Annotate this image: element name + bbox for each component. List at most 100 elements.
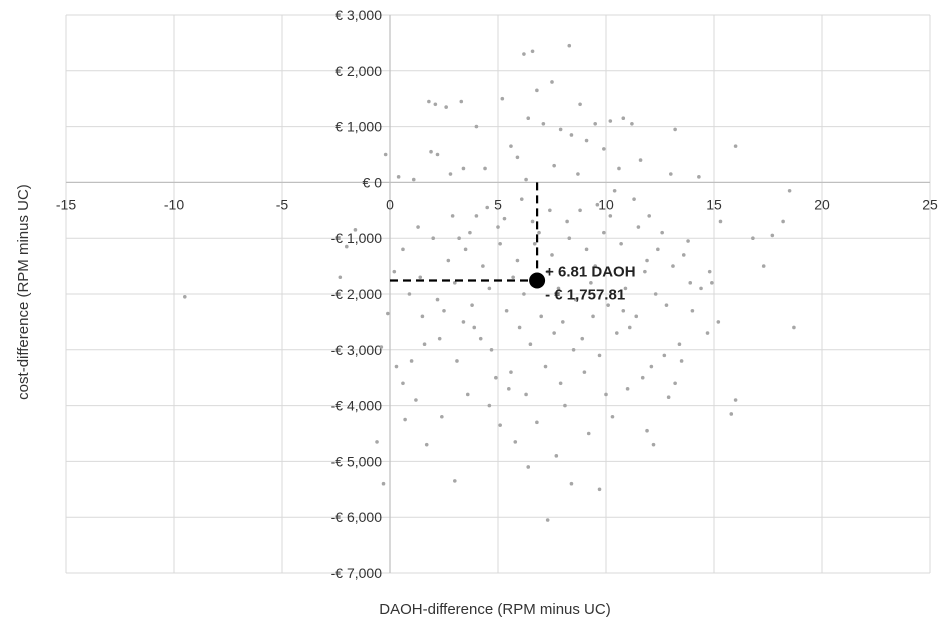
scatter-point <box>690 308 695 313</box>
y-tick-label: € 1,000 <box>335 119 382 135</box>
scatter-point <box>545 518 550 522</box>
scatter-point <box>420 314 425 319</box>
scatter-point <box>345 244 349 249</box>
scatter-point <box>660 230 664 235</box>
scatter-point <box>632 197 636 201</box>
scatter-point <box>386 311 390 316</box>
scatter-point <box>541 122 546 126</box>
scatter-point <box>718 219 723 224</box>
scatter-point <box>634 314 639 319</box>
scatter-point <box>183 294 187 299</box>
y-tick-label: -€ 7,000 <box>331 565 383 581</box>
scatter-point <box>498 423 502 427</box>
scatter-point <box>535 420 539 425</box>
scatter-point <box>589 281 593 285</box>
scatter-point <box>677 342 682 347</box>
y-tick-label: € 3,000 <box>335 7 382 23</box>
scatter-point <box>416 225 420 229</box>
scatter-point <box>414 398 418 402</box>
scatter-point <box>597 487 602 492</box>
y-tick-label: -€ 6,000 <box>331 509 383 525</box>
scatter-point <box>569 133 574 137</box>
scatter-point <box>662 353 667 358</box>
scatter-point <box>625 387 630 391</box>
scatter-point <box>561 320 565 324</box>
scatter-point <box>509 370 513 374</box>
scatter-point <box>729 412 734 416</box>
scatter-point <box>509 144 513 148</box>
scatter-point <box>429 149 433 154</box>
scatter-point <box>656 247 660 252</box>
scatter-point <box>470 303 474 307</box>
scatter-point <box>530 49 535 54</box>
scatter-point <box>457 236 461 240</box>
scatter-point <box>446 258 451 263</box>
scatter-point <box>586 431 591 436</box>
scatter-point <box>621 308 626 313</box>
y-tick-label: -€ 2,000 <box>331 286 383 302</box>
scatter-point <box>517 325 522 330</box>
scatter-point <box>450 214 455 218</box>
scatter-point <box>394 364 399 369</box>
scatter-point <box>649 364 654 369</box>
scatter-point <box>522 52 526 56</box>
y-tick-label: € 0 <box>363 174 383 190</box>
scatter-point <box>565 219 569 224</box>
scatter-point <box>392 269 397 274</box>
scatter-point <box>383 152 388 157</box>
scatter-point <box>487 403 492 408</box>
scatter-point <box>686 239 690 243</box>
scatter-point <box>463 247 468 252</box>
scatter-point <box>664 303 669 307</box>
scatter-point <box>401 247 405 252</box>
scatter-point <box>608 119 613 123</box>
scatter-point <box>623 286 628 291</box>
x-tick-label: -15 <box>56 196 76 212</box>
scatter-point <box>532 241 537 246</box>
y-tick-label: € 2,000 <box>335 63 382 79</box>
scatter-point <box>403 417 407 422</box>
scatter-point <box>453 281 457 285</box>
scatter-point <box>697 175 701 179</box>
scatter-point <box>643 269 647 274</box>
x-tick-label: 20 <box>814 196 830 212</box>
scatter-point <box>550 253 554 257</box>
scatter-point <box>440 414 444 419</box>
scatter-point <box>338 275 343 280</box>
scatter-point <box>733 144 738 148</box>
scatter-point <box>485 205 490 210</box>
scatter-point <box>669 172 673 176</box>
scatter-point <box>448 172 453 176</box>
scatter-point <box>792 325 796 330</box>
scatter-point <box>433 102 438 107</box>
scatter-point <box>569 481 574 486</box>
scatter-point <box>606 303 610 307</box>
scatter-point <box>418 275 423 280</box>
scatter-point <box>733 398 738 402</box>
scatter-point <box>710 281 714 285</box>
scatter-point <box>537 230 541 235</box>
scatter-point <box>593 122 597 126</box>
x-tick-label: 10 <box>598 196 614 212</box>
scatter-point <box>567 236 572 240</box>
scatter-point <box>595 202 600 207</box>
scatter-point <box>550 80 554 84</box>
scatter-point <box>770 233 775 238</box>
scatter-point <box>524 392 528 397</box>
scatter-point <box>483 166 487 171</box>
scatter-point <box>567 43 572 48</box>
scatter-point <box>630 122 634 126</box>
scatter-point <box>610 414 615 419</box>
scatter-point <box>401 381 405 386</box>
scatter-point <box>535 88 539 93</box>
scatter-point <box>353 228 358 232</box>
x-axis-title: DAOH-difference (RPM minus UC) <box>379 601 610 618</box>
scatter-point <box>515 258 520 263</box>
scatter-point <box>548 208 552 213</box>
scatter-point <box>474 124 479 129</box>
axis-layer <box>66 15 930 573</box>
scatter-point <box>526 465 531 469</box>
scatter-point <box>593 264 597 268</box>
